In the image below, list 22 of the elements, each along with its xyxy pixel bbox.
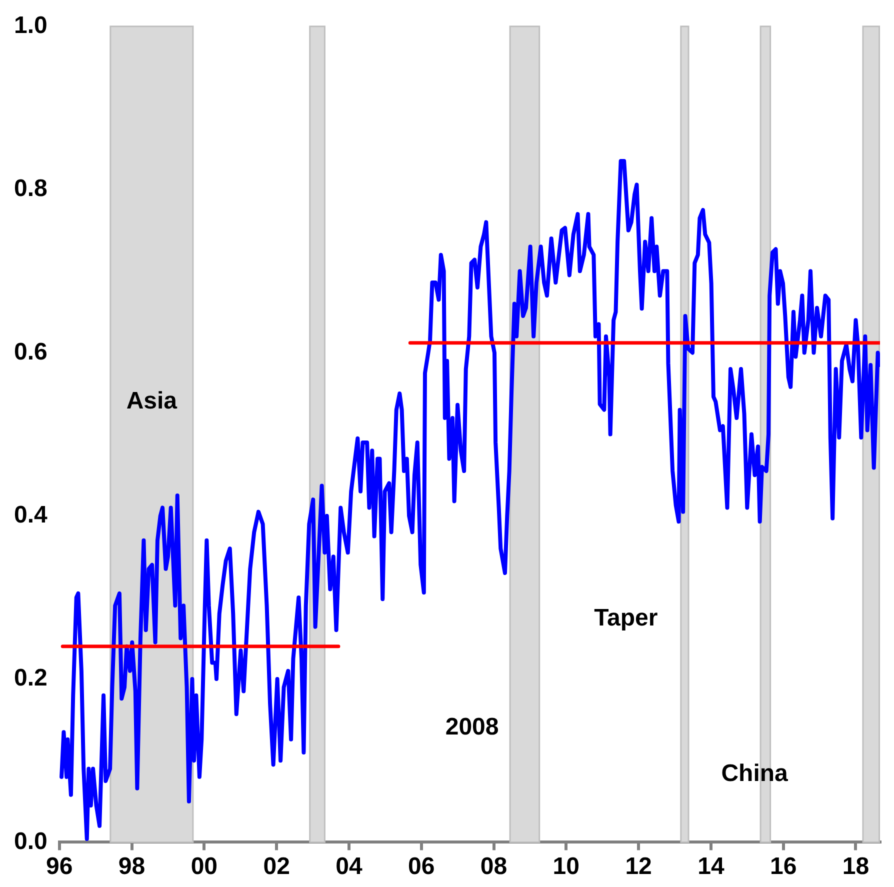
y-tick-label: 0.0: [14, 828, 48, 855]
y-tick-label: 0.8: [14, 175, 48, 202]
band-label: China: [721, 760, 789, 788]
x-tick-label: 06: [408, 853, 435, 880]
y-tick-label: 0.2: [14, 664, 48, 692]
x-tick-label: 04: [336, 853, 363, 880]
x-tick-label: 14: [698, 853, 725, 880]
x-tick-label: 18: [842, 853, 870, 880]
x-tick-label: 02: [263, 853, 290, 880]
x-tick-label: 96: [46, 853, 73, 880]
x-tick-label: 98: [118, 853, 146, 880]
y-tick-label: 0.4: [14, 502, 48, 529]
x-tick-label: 00: [190, 853, 218, 880]
x-tick-label: 12: [625, 853, 652, 880]
y-tick-label: 1.0: [14, 12, 48, 40]
x-tick-label: 08: [480, 853, 508, 880]
band-label: Asia: [126, 387, 178, 414]
band-label: 2008: [445, 714, 499, 741]
y-tick-label: 0.6: [14, 338, 48, 366]
band-label: Taper: [594, 604, 658, 632]
x-tick-label: 10: [552, 853, 580, 880]
x-tick-label: 16: [770, 853, 797, 880]
